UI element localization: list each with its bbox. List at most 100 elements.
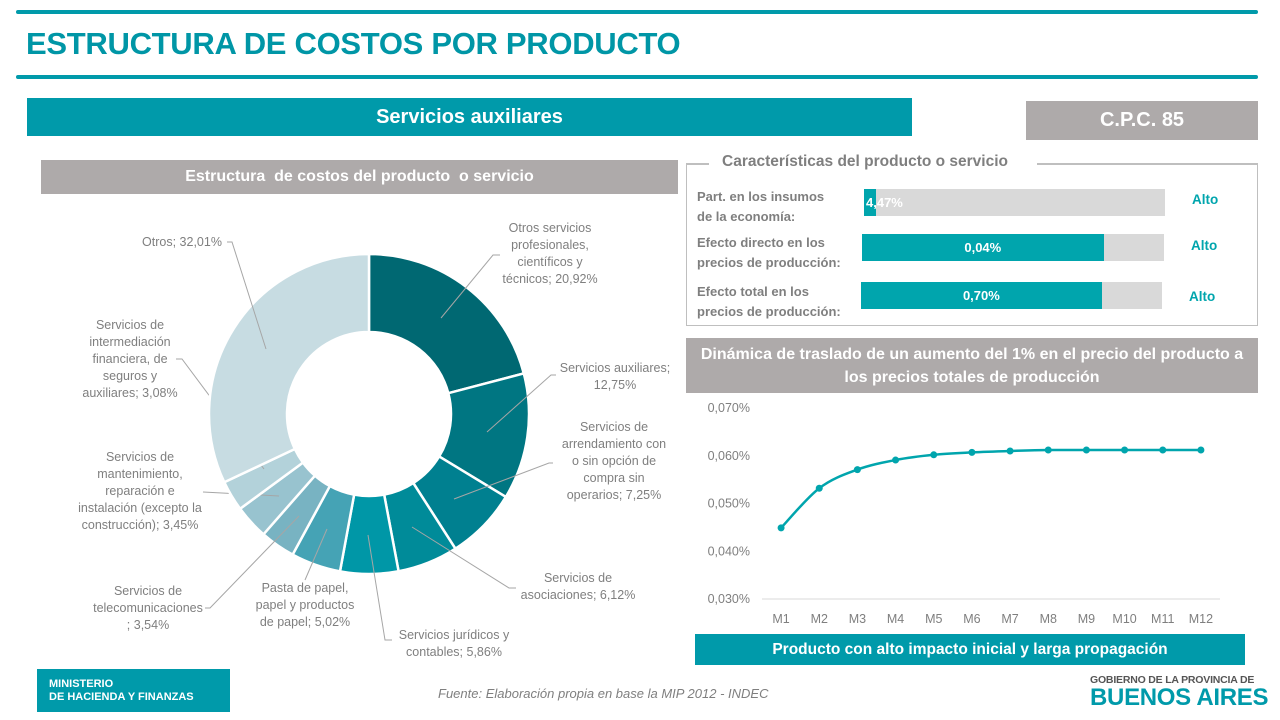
donut-slice-label: Servicios de mantenimiento, reparación e in… — [78, 450, 202, 532]
product-banner: Servicios auxiliares — [27, 98, 912, 136]
donut-slice-label: Servicios de intermediación financiera, de… — [82, 318, 177, 400]
data-point — [1159, 446, 1167, 454]
direct-effect-level: Alto — [1191, 238, 1218, 253]
x-tick-label: M7 — [1001, 612, 1018, 626]
x-tick-label: M1 — [772, 612, 789, 626]
donut-leader-line — [304, 528, 328, 581]
data-point — [853, 466, 861, 474]
panel-border — [1037, 163, 1257, 165]
x-tick-label: M9 — [1078, 612, 1095, 626]
cost-structure-title: Estructura de costos del producto o serv… — [185, 168, 534, 185]
direct-effect-bar-track: 0,04% — [862, 234, 1164, 261]
donut-slice-label: Servicios de arrendamiento con o sin opció… — [562, 420, 666, 502]
donut-slice-label: Servicios de asociaciones; 6,12% — [521, 571, 636, 602]
source-note: Fuente: Elaboración propia en base la MI… — [438, 686, 769, 701]
cpc-badge: C.P.C. 85 — [1026, 101, 1258, 140]
cpc-code: C.P.C. 85 — [1099, 109, 1185, 131]
characteristic-label: Efecto total en los precios de producció… — [697, 282, 862, 322]
donut-leader-line — [453, 462, 553, 500]
y-tick-label: 0,040% — [708, 544, 750, 558]
participation-bar-fill — [864, 189, 877, 216]
characteristic-row-direct-effect: Efecto directo en los precios de producc… — [697, 233, 1237, 277]
direct-effect-value: 0,04% — [964, 240, 1002, 255]
donut-leader-line — [411, 526, 516, 589]
characteristics-title: Características del producto o servicio — [722, 153, 1008, 170]
government-logo-line1: GOBIERNO DE LA PROVINCIA DE — [1090, 674, 1255, 686]
ministry-logo: MINISTERIO DE HACIENDA Y FINANZAS — [37, 669, 230, 712]
data-point — [1197, 446, 1205, 454]
participation-value: 4,47% — [866, 195, 903, 210]
x-tick-label: M2 — [811, 612, 828, 626]
participation-bar-track: 4,47% — [864, 189, 1165, 216]
total-effect-value: 0,70% — [962, 288, 1000, 303]
data-point — [1044, 446, 1052, 454]
x-tick-label: M11 — [1151, 612, 1174, 626]
donut-slice-label: Otros; 32,01% — [142, 235, 222, 249]
donut-leader-line — [367, 534, 392, 641]
participation-level: Alto — [1192, 192, 1219, 207]
donut-slice — [207, 252, 371, 484]
y-tick-label: 0,050% — [708, 497, 750, 511]
data-point — [892, 456, 900, 464]
x-tick-label: M6 — [963, 612, 980, 626]
series-line — [780, 448, 1201, 529]
characteristic-row-total-effect: Efecto total en los precios de producció… — [697, 282, 1237, 326]
header-rule-top — [16, 10, 1258, 14]
conclusion-banner: Producto con alto impacto inicial y larg… — [695, 634, 1245, 665]
y-tick-label: 0,060% — [708, 449, 750, 463]
product-name: Servicios auxiliares — [376, 105, 563, 128]
donut-slice-label: Servicios de telecomunicaciones; 3,54% — [93, 584, 203, 632]
characteristic-label: Efecto directo en los precios de producc… — [697, 233, 862, 273]
cost-structure-donut-chart: Otros servicios profesionales, científicos… — [78, 221, 670, 659]
dynamics-title: Dinámica de traslado de un aumento del 1… — [700, 345, 1244, 386]
x-tick-label: M3 — [849, 612, 866, 626]
header-rule-bottom — [16, 75, 1258, 79]
donut-slice-label: Pasta de papel, papel y productos de papel… — [256, 581, 355, 629]
characteristic-label: Part. en los insumos de la economía: — [697, 187, 862, 227]
direct-effect-bar-fill — [862, 234, 1104, 261]
ministry-logo-line: DE HACIENDA Y FINANZAS — [49, 691, 194, 703]
dynamics-header: Dinámica de traslado de un aumento del 1… — [686, 338, 1258, 393]
total-effect-bar-fill — [861, 282, 1102, 309]
donut-leader-line — [227, 241, 267, 350]
price-dynamics-line-chart: 0,030% 0,040% 0,050% 0,060% 0,070% M1 M2 M3 M4 M5… — [708, 401, 1220, 626]
x-tick-label: M4 — [887, 612, 904, 626]
label-line: precios de producción: — [697, 304, 841, 319]
x-tick-label: M12 — [1189, 612, 1213, 626]
donut-slice-label: Servicios jurídicos y contables; 5,86% — [399, 628, 510, 659]
donut-leader-line — [205, 515, 300, 609]
donut-slice-label: Otros servicios profesionales, científicos… — [502, 221, 597, 286]
cost-structure-header: Estructura de costos del producto o serv… — [41, 160, 678, 194]
panel-border — [687, 163, 709, 165]
donut-slice-label: Servicios auxiliares; 12,75% — [560, 361, 670, 392]
x-tick-label: M10 — [1112, 612, 1136, 626]
label-line: Efecto directo en los — [697, 235, 825, 250]
label-line: Part. en los insumos — [697, 189, 825, 204]
donut-leader-line — [440, 254, 500, 319]
ministry-logo-line: MINISTERIO — [49, 678, 114, 690]
data-point — [968, 448, 976, 456]
characteristics-panel — [686, 163, 1258, 326]
donut-leader-line — [486, 374, 556, 433]
conclusion-text: Producto con alto impacto inicial y larg… — [772, 640, 1168, 658]
government-logo-line2: BUENOS AIRES — [1090, 684, 1269, 711]
government-logo: GOBIERNO DE LA PROVINCIA DE BUENOS AIRES — [1090, 674, 1269, 711]
total-effect-level: Alto — [1189, 289, 1216, 304]
y-tick-label: 0,070% — [708, 401, 750, 415]
label-line: precios de producción: — [697, 255, 841, 270]
data-point — [777, 524, 785, 532]
data-point — [1121, 446, 1129, 454]
data-point — [815, 484, 823, 492]
data-point — [930, 451, 938, 459]
x-tick-label: M8 — [1040, 612, 1057, 626]
label-line: Efecto total en los — [697, 284, 809, 299]
x-tick-label: M5 — [925, 612, 942, 626]
y-tick-label: 0,030% — [708, 592, 750, 606]
data-point — [1082, 446, 1090, 454]
page-title: ESTRUCTURA DE COSTOS POR PRODUCTO — [26, 26, 681, 61]
characteristic-row-participation: Part. en los insumos de la economía: 4,4… — [697, 187, 1237, 231]
donut-slice — [367, 252, 526, 395]
label-line: de la economía: — [697, 209, 796, 224]
data-point — [1006, 447, 1014, 455]
total-effect-bar-track: 0,70% — [861, 282, 1162, 309]
